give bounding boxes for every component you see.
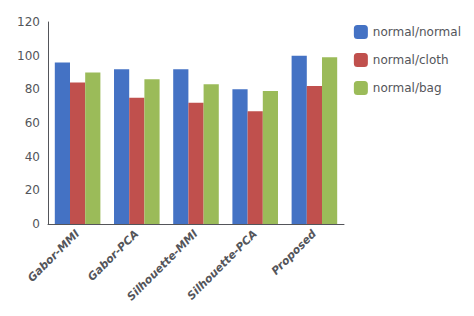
svg-text:Proposed: Proposed (269, 227, 319, 277)
svg-text:normal/normal: normal/normal (373, 25, 461, 39)
svg-text:40: 40 (25, 150, 40, 164)
svg-text:0: 0 (32, 217, 40, 231)
svg-text:Gabor-PCA: Gabor-PCA (85, 227, 141, 283)
svg-text:Silhouette-MMI: Silhouette-MMI (124, 227, 201, 304)
svg-text:normal/cloth: normal/cloth (373, 53, 449, 67)
svg-text:60: 60 (25, 116, 40, 130)
svg-text:80: 80 (25, 82, 40, 96)
svg-text:Silhouette-PCA: Silhouette-PCA (185, 227, 260, 302)
svg-text:20: 20 (25, 183, 40, 197)
svg-text:100: 100 (17, 49, 40, 63)
svg-text:normal/bag: normal/bag (373, 81, 442, 95)
svg-text:Gabor-MMI: Gabor-MMI (25, 227, 82, 284)
svg-text:120: 120 (17, 15, 40, 29)
